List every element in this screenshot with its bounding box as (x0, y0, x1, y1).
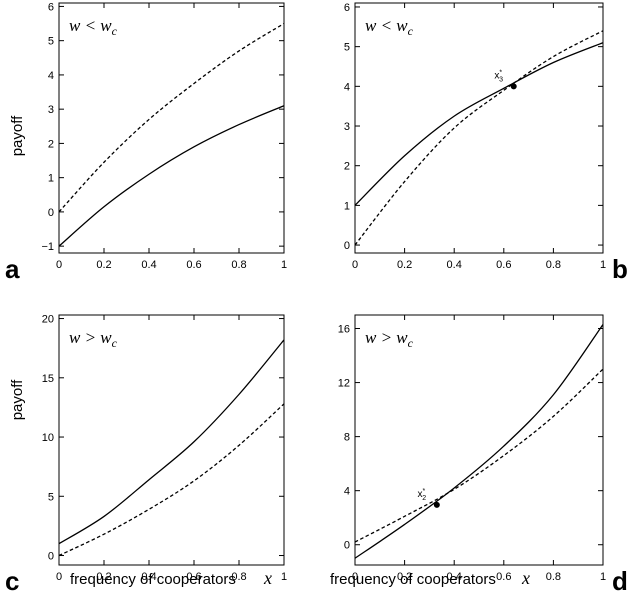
y-tick-label-b-6: 6 (344, 2, 350, 14)
plot-frame-c (58, 314, 285, 566)
series-group-a (59, 22, 284, 247)
x-tick-label-d-2: 0.4 (447, 571, 462, 583)
x-axis-label-right-text: frequency of cooperators (330, 571, 496, 588)
y-tick-label-c-4: 20 (42, 314, 54, 326)
y-tick-label-a-5: 4 (48, 70, 54, 82)
panel-b: 0 0.2 0.4 0.6 0.8 1 0 1 2 3 4 5 6 w < wc x* 3 (344, 2, 606, 271)
y-tick-label-b-4: 4 (344, 81, 350, 93)
y-tick-label-d-1: 4 (344, 486, 350, 498)
x-tick-label-a-0: 0 (56, 259, 62, 271)
x-tick-label-b-4: 0.8 (546, 259, 561, 271)
x-tick-label-d-0: 0 (352, 571, 358, 583)
y-tick-label-d-0: 0 (344, 540, 350, 552)
x-tick-label-d-4: 0.8 (546, 571, 561, 583)
x-axis-label-right: frequency of cooperators x (330, 568, 530, 588)
x-tick-label-c-4: 0.8 (231, 571, 246, 583)
y-tick-label-c-2: 10 (42, 432, 54, 444)
x-tick-label-b-5: 1 (600, 259, 606, 271)
series-group-c (59, 339, 284, 557)
x-tick-label-a-5: 1 (281, 259, 287, 271)
x-tick-label-c-5: 1 (281, 571, 287, 583)
y-tick-label-b-1: 1 (344, 200, 350, 212)
x-tick-label-d-1: 0.2 (397, 571, 412, 583)
x-tick-label-b-2: 0.4 (447, 259, 462, 271)
condition-label-b: w < wc (365, 16, 414, 38)
x-tick-label-a-4: 0.8 (231, 259, 246, 271)
y-tick-label-a-6: 5 (48, 36, 54, 48)
y-tick-label-a-7: 6 (48, 1, 54, 13)
panel-letter-d: d (612, 566, 628, 595)
y-tick-label-b-5: 5 (344, 42, 350, 54)
series-dashed-b (355, 30, 603, 246)
x-axis-label-left-text: frequency of cooperators (70, 571, 236, 588)
x-tick-label-c-3: 0.6 (186, 571, 201, 583)
x-tick-label-a-1: 0.2 (96, 259, 111, 271)
x-tick-label-a-3: 0.6 (186, 259, 201, 271)
y-tick-label-b-3: 3 (344, 121, 350, 133)
y-tick-label-a-0: −1 (41, 241, 54, 253)
y-tick-label-b-2: 2 (344, 161, 350, 173)
x-tick-label-c-0: 0 (56, 571, 62, 583)
y-tick-label-a-1: 0 (48, 207, 54, 219)
x-tick-label-b-3: 0.6 (496, 259, 511, 271)
series-group-d (355, 324, 603, 559)
series-dashed-c (59, 403, 284, 557)
y-tick-label-c-1: 5 (48, 491, 54, 503)
condition-label-c: w > wc (69, 328, 118, 350)
x-tick-label-d-5: 1 (600, 571, 606, 583)
x-tick-label-d-3: 0.6 (496, 571, 511, 583)
intersection-point-d (433, 501, 440, 508)
series-solid-b (355, 42, 603, 206)
condition-label-a: w < wc (69, 16, 118, 38)
x-tick-label-b-0: 0 (352, 259, 358, 271)
y-axis-label-bottom: payoff (9, 379, 26, 420)
series-dashed-a (59, 22, 284, 213)
y-axis-label-top: payoff (9, 115, 26, 156)
y-tick-label-b-0: 0 (344, 240, 350, 252)
plot-frame-a (58, 2, 285, 254)
x-tick-label-c-1: 0.2 (96, 571, 111, 583)
y-tick-label-d-4: 16 (338, 324, 350, 336)
y-tick-label-a-3: 2 (48, 138, 54, 150)
series-solid-c (59, 339, 284, 545)
panel-letter-a: a (5, 254, 20, 284)
panel-letter-c: c (5, 566, 19, 595)
series-solid-a (59, 105, 284, 247)
y-tick-label-a-4: 3 (48, 104, 54, 116)
intersection-point-b (510, 83, 517, 90)
plot-frame-d (354, 314, 604, 566)
intersection-label-d: x* 2 (418, 488, 427, 502)
y-tick-label-c-3: 15 (42, 373, 54, 385)
x-tick-label-c-2: 0.4 (141, 571, 156, 583)
x-axis-label-left-var: x (263, 568, 272, 588)
x-tick-label-a-2: 0.4 (141, 259, 156, 271)
panel-letter-b: b (612, 254, 628, 284)
series-dashed-d (355, 368, 603, 543)
x-axis-label-right-var: x (521, 568, 530, 588)
y-tick-label-d-2: 8 (344, 432, 350, 444)
series-solid-d (355, 324, 603, 559)
condition-label-d: w > wc (365, 328, 414, 350)
x-axis-label-left: frequency of cooperators x (70, 568, 272, 588)
plot-frame-b (354, 2, 604, 254)
series-group-b (355, 30, 603, 246)
x-tick-label-b-1: 0.2 (397, 259, 412, 271)
y-tick-label-c-0: 0 (48, 551, 54, 563)
y-tick-label-a-2: 1 (48, 173, 54, 185)
panel-d: 0 0.2 0.4 0.6 0.8 1 0 4 8 12 16 w > wc x* 2 (338, 314, 606, 583)
intersection-label-b: x* 3 (494, 69, 503, 83)
y-tick-label-d-3: 12 (338, 378, 350, 390)
